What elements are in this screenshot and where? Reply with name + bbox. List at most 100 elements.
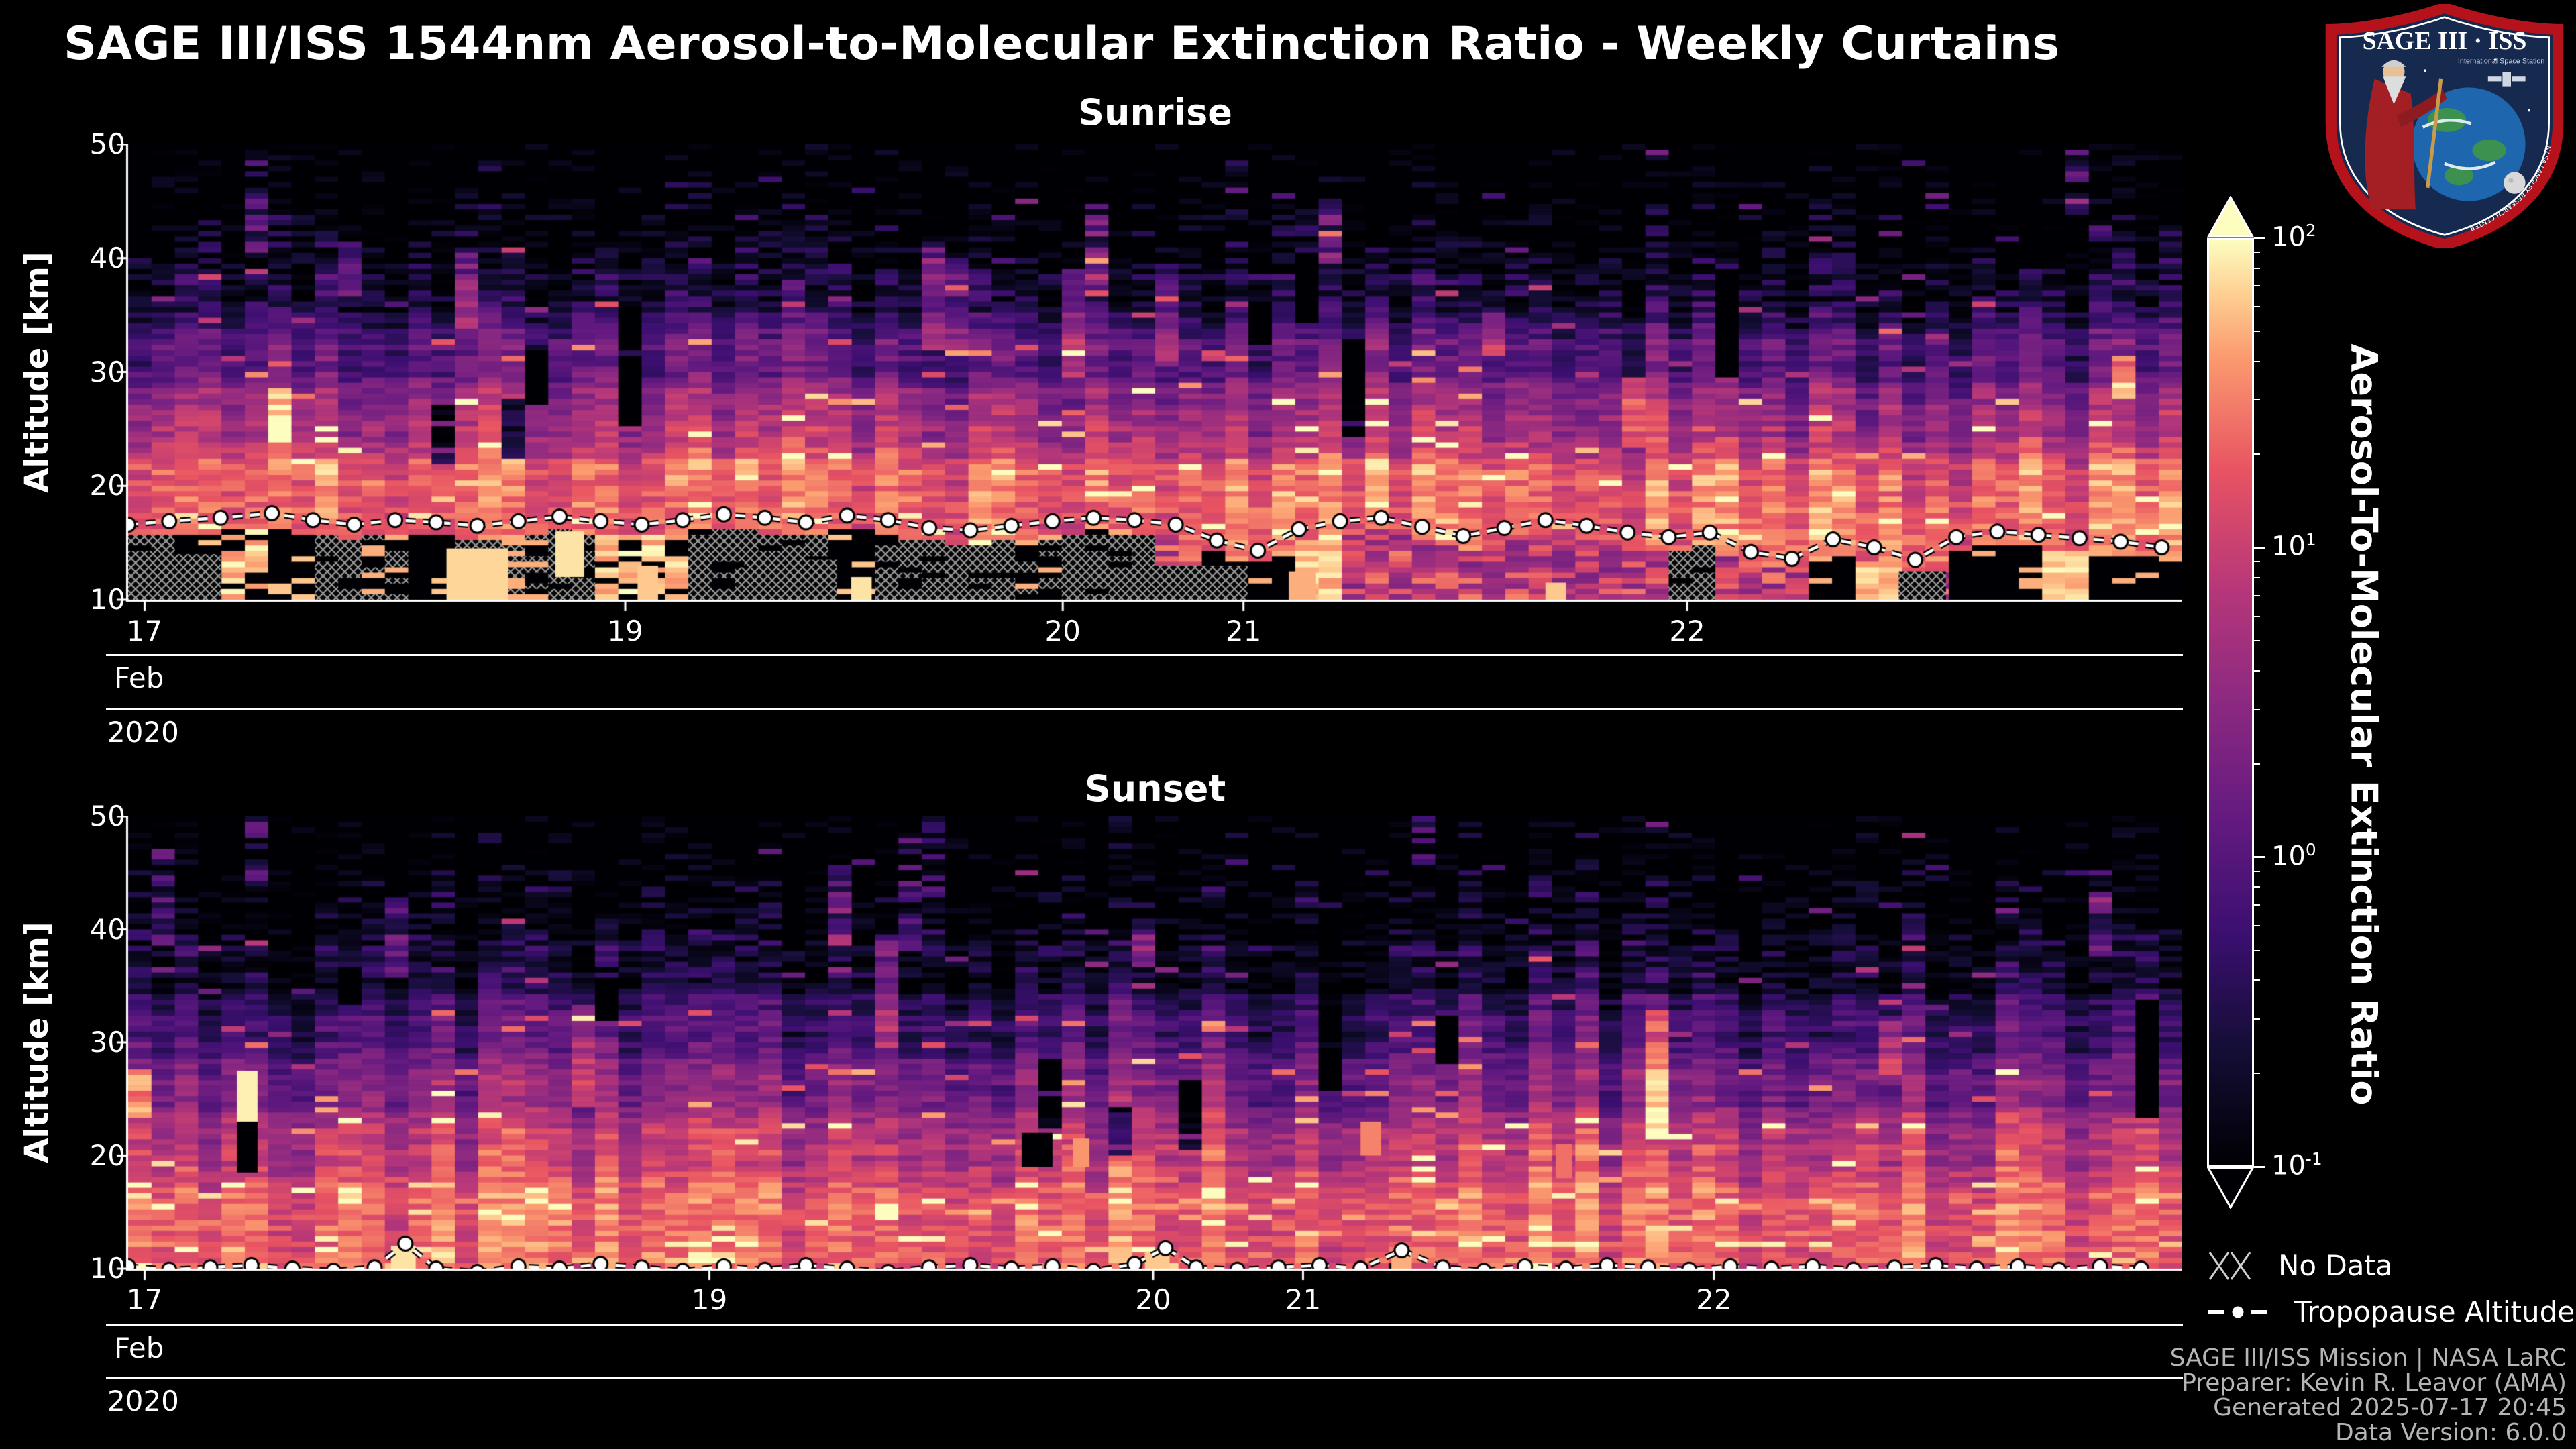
y-tick-label: 10 (89, 583, 125, 616)
colorbar-minor-tick (2254, 360, 2260, 362)
colorbar-axis-label: Aerosol-To-Molecular Extinction Ratio (2343, 343, 2385, 1106)
colorbar (2207, 238, 2254, 1167)
colorbar-minor-tick (2254, 904, 2260, 906)
colorbar-tick-label: 100 (2271, 839, 2316, 871)
x-tick-label: 20 (1135, 1283, 1171, 1316)
logo-earth-cloud (2422, 118, 2472, 129)
colorbar-minor-tick (2254, 640, 2260, 642)
colorbar-minor-tick (2254, 763, 2260, 765)
sunrise-altitude-axis-label: Altitude [km] (18, 252, 56, 493)
legend: No Data Tropopause Altitude (2208, 1249, 2575, 1328)
colorbar-minor-tick (2254, 399, 2260, 401)
x-tick-label: 17 (126, 614, 163, 647)
x-tick-label: 21 (1225, 614, 1262, 647)
attribution-preparer: Preparer: Kevin R. Leavor (AMA) (2182, 1369, 2567, 1397)
sunrise-panel-title: Sunrise (1078, 91, 1232, 133)
logo-wizard-staff (2426, 78, 2443, 189)
colorbar-tick-label: 102 (2271, 221, 2316, 253)
logo-title: SAGE III · ISS (2363, 27, 2527, 55)
logo-star (2528, 109, 2530, 112)
colorbar-minor-tick (2254, 330, 2260, 332)
y-tick-label: 40 (89, 241, 125, 274)
x-tick-label: 22 (1669, 614, 1705, 647)
colorbar-minor-tick (2254, 870, 2260, 872)
logo-star (2493, 58, 2497, 61)
tropopause-marker-icon (2208, 1304, 2267, 1320)
colorbar-minor-tick (2254, 669, 2260, 672)
logo-iss-icon (2487, 72, 2526, 87)
logo-earth-land (2445, 166, 2474, 186)
y-tick-label: 20 (89, 1138, 125, 1172)
colorbar-minor-tick (2254, 577, 2260, 579)
y-tick-label: 40 (89, 912, 125, 946)
x-tick-label: 22 (1696, 1283, 1732, 1316)
sunset-altitude-axis-label: Altitude [km] (18, 922, 56, 1163)
colorbar-minor-tick (2254, 979, 2260, 981)
colorbar-over-arrow (2207, 196, 2254, 238)
attribution-data-version: Data Version: 6.0.0 (2335, 1419, 2567, 1446)
month-label-sunset: Feb (114, 1332, 164, 1364)
colorbar-tick (2254, 856, 2265, 859)
logo-moon-crater (2508, 178, 2514, 183)
attribution-generated: Generated 2025-07-17 20:45 (2213, 1394, 2567, 1421)
y-tick-label: 30 (89, 1026, 125, 1059)
colorbar-minor-tick (2254, 306, 2260, 308)
colorbar-minor-tick (2254, 925, 2260, 926)
logo-wizard-robe (2365, 78, 2416, 210)
x-tick-label: 19 (691, 1283, 728, 1316)
attribution: SAGE III/ISS Mission | NASA LaRC Prepare… (1829, 1346, 2567, 1445)
date-axis-line (106, 1377, 2183, 1379)
date-axis-line (106, 654, 2183, 656)
logo-star (2424, 69, 2426, 72)
colorbar-tick-label: 101 (2271, 530, 2316, 562)
logo-wizard-beard (2383, 76, 2406, 105)
year-label-sunset: 2020 (107, 1385, 179, 1417)
colorbar-minor-tick (2254, 1018, 2260, 1020)
logo-inner-ring (2339, 16, 2550, 236)
x-tick-label: 21 (1285, 1283, 1322, 1316)
y-tick-label: 20 (89, 469, 125, 502)
logo-wizard-hair (2381, 60, 2406, 67)
colorbar-minor-tick (2254, 285, 2260, 287)
legend-item-no-data: No Data (2208, 1249, 2575, 1282)
colorbar-tick (2254, 237, 2265, 239)
colorbar-minor-tick (2254, 267, 2260, 269)
colorbar-minor-tick (2254, 949, 2260, 951)
date-axis-line (106, 1324, 2183, 1326)
month-label-sunrise: Feb (114, 661, 164, 694)
y-tick-label: 30 (89, 355, 125, 388)
x-tick-label: 17 (126, 1283, 163, 1316)
y-tick-label: 50 (89, 127, 125, 160)
no-data-hatch-icon (2208, 1250, 2251, 1281)
attribution-mission: SAGE III/ISS Mission | NASA LaRC (2169, 1344, 2567, 1372)
sunrise-heatmap (109, 144, 2182, 619)
legend-label-tropopause: Tropopause Altitude (2294, 1295, 2575, 1328)
x-tick-label: 20 (1044, 614, 1081, 647)
logo-subtitle: International Space Station (2458, 57, 2544, 65)
x-tick-label: 19 (607, 614, 643, 647)
logo-wizard-arm (2396, 89, 2447, 127)
legend-item-tropopause: Tropopause Altitude (2208, 1295, 2575, 1328)
year-label-sunrise: 2020 (107, 716, 179, 749)
sunset-heatmap (109, 816, 2182, 1287)
colorbar-under-arrow (2207, 1167, 2254, 1209)
logo-earth-cloud (2444, 160, 2496, 170)
colorbar-minor-tick (2254, 886, 2260, 888)
y-tick-label: 10 (89, 1252, 125, 1285)
colorbar-minor-tick (2254, 1073, 2260, 1075)
page-title: SAGE III/ISS 1544nm Aerosol-to-Molecular… (64, 17, 2060, 70)
colorbar-minor-tick (2254, 708, 2260, 710)
y-tick-label: 50 (89, 800, 125, 833)
colorbar-minor-tick (2254, 252, 2260, 254)
mission-logo-icon: SAGE III · ISS International Space Stati… (2325, 4, 2564, 248)
colorbar-tick (2254, 546, 2265, 549)
colorbar-minor-tick (2254, 615, 2260, 617)
colorbar-minor-tick (2254, 594, 2260, 596)
colorbar-tick (2254, 1165, 2265, 1168)
sunset-panel-title: Sunset (1084, 767, 1226, 810)
colorbar-tick-label: 10-1 (2271, 1149, 2322, 1181)
date-axis-line (106, 708, 2183, 710)
logo-moon-icon (2504, 172, 2526, 194)
colorbar-minor-tick (2254, 453, 2260, 455)
